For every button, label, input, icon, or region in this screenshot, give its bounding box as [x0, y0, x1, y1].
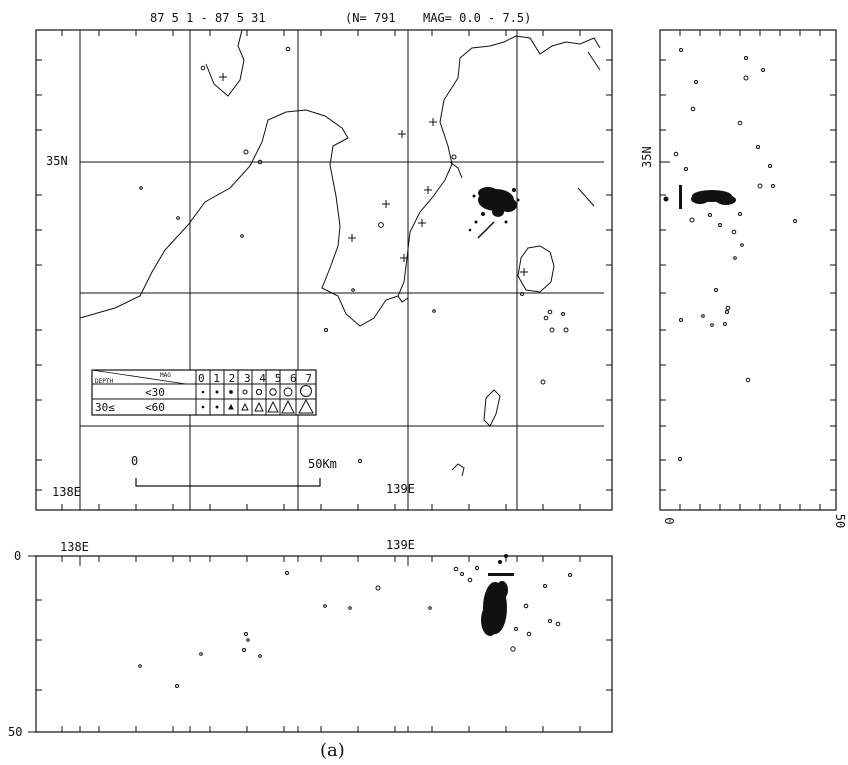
scale-bar: 0 50Km	[131, 454, 337, 487]
scale-start-label: 0	[131, 454, 138, 468]
header-magnitude-range: MAG= 0.0 - 7.5)	[423, 11, 531, 25]
ew-longitude-label-139: 139E	[386, 538, 415, 552]
ew-longitude-label-138: 138E	[60, 540, 89, 554]
station-markers	[219, 73, 528, 276]
ns-latitude-label: 35N	[640, 146, 654, 168]
map-frame	[35, 29, 613, 511]
map-longitude-label-139: 139E	[386, 482, 415, 496]
epicenter-map: DEPTH MAG 01234567 <30 30≤ <60	[35, 29, 613, 511]
legend-depth-row1: <30	[145, 386, 165, 399]
coastline	[79, 29, 601, 477]
header-period: 87 5 1 - 87 5 31	[150, 11, 266, 25]
scale-end-label: 50Km	[308, 457, 337, 471]
map-latitude-label: 35N	[46, 154, 68, 168]
scattered-epicenters	[139, 46, 569, 463]
map-longitude-label-138: 138E	[52, 485, 81, 499]
legend: DEPTH MAG 01234567 <30 30≤ <60	[91, 369, 317, 416]
ew-depth-end-label: 50	[8, 725, 22, 739]
map-frame-ticks	[36, 30, 612, 510]
ew-frame	[35, 555, 613, 733]
legend-depth-header: DEPTH	[95, 378, 113, 385]
figure-caption: (a)	[320, 740, 345, 761]
ns-frame	[659, 29, 837, 511]
ew-depth-start-label: 0	[14, 549, 21, 563]
header-event-count: (N= 791	[345, 11, 396, 25]
ns-depth-start-label: 0	[662, 517, 676, 524]
epicenter-cluster	[468, 187, 520, 239]
legend-depth-row2-from: 30≤	[95, 401, 115, 414]
cross-section-north-south: 35N 0 50	[640, 29, 847, 528]
legend-depth-row2-to: <60	[145, 401, 165, 414]
cross-section-east-west: 138E 139E 0 50	[8, 538, 613, 739]
legend-mag-header: MAG	[160, 372, 171, 379]
ns-depth-end-label: 50	[833, 514, 847, 528]
map-grid	[79, 30, 604, 510]
